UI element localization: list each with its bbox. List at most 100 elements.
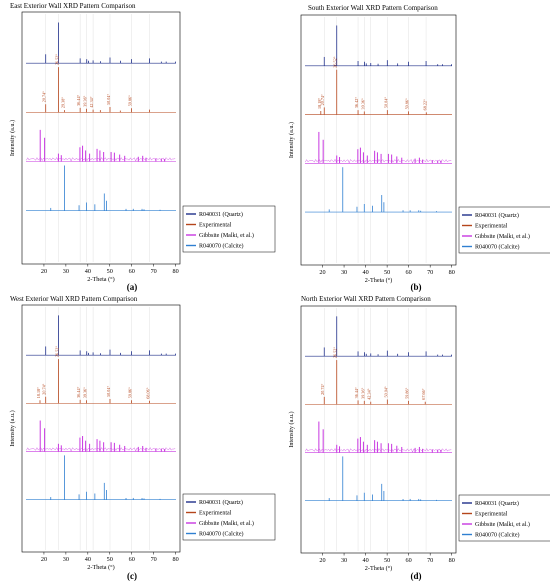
peak-annotation: 20.74° <box>320 383 325 394</box>
legend-box <box>182 205 276 253</box>
panel-label: (b) <box>411 282 422 292</box>
trace-noise <box>26 447 176 452</box>
legend-entry: R040031 (Quartz) <box>199 211 243 218</box>
plot-frame <box>21 11 181 265</box>
legend-box <box>458 494 550 542</box>
x-tick-label: 40 <box>362 557 368 564</box>
peak-annotation: 50.04° <box>383 97 388 108</box>
peak-annotation: 36.44° <box>76 94 81 105</box>
x-tick-label: 50 <box>107 268 113 275</box>
trace-noise <box>305 158 452 164</box>
peak-annotation: 59.86° <box>404 98 409 109</box>
legend-entry: R040031 (Quartz) <box>199 499 243 506</box>
peak-annotation: 68.06° <box>145 387 150 398</box>
x-tick-label: 40 <box>362 269 368 276</box>
peak-annotation: 50.04° <box>106 386 111 397</box>
y-axis-label: Intensity (a.u.) <box>288 411 295 447</box>
peak-annotation: 67.66° <box>421 388 426 399</box>
chart-title: East Exterior Wall XRD Pattern Compariso… <box>10 2 136 10</box>
plot-frame <box>21 304 181 553</box>
x-tick-label: 70 <box>427 557 433 564</box>
x-axis-label: 2-Theta (°) <box>365 277 392 284</box>
peak-annotation: 39.36° <box>360 98 365 109</box>
peak-annotation: 59.86° <box>128 387 133 398</box>
peak-annotation: 50.04° <box>106 94 111 105</box>
legend-entry: Gibbsite (Malki, et al.) <box>199 232 254 239</box>
panel-label: (c) <box>127 571 137 581</box>
x-axis-label: 2-Theta (°) <box>87 564 114 571</box>
peak-annotation: 42.34° <box>367 388 372 399</box>
legend-entry: R040070 (Calcite) <box>475 532 520 539</box>
peak-annotation: 39.36° <box>360 387 365 398</box>
y-axis-label: Intensity (a.u.) <box>288 122 295 158</box>
chart-panel: West Exterior Wall XRD Pattern Compariso… <box>9 295 276 581</box>
peak-annotation: 26.52° <box>333 347 338 358</box>
legend-entry: R040070 (Calcite) <box>475 244 520 251</box>
legend-entry: Experimental <box>199 511 232 517</box>
chart-panel: North Exterior Wall XRD Pattern Comparis… <box>288 295 550 581</box>
x-tick-label: 30 <box>341 557 347 564</box>
legend-entry: Experimental <box>475 224 508 230</box>
peak-annotation: 59.86° <box>128 95 133 106</box>
peak-annotation: 26.52° <box>54 54 59 65</box>
x-axis-label: 2-Theta (°) <box>365 565 392 572</box>
peak-annotation: 68.22° <box>422 99 427 110</box>
x-tick-label: 60 <box>129 556 135 563</box>
peak-annotation: 20.74° <box>42 91 47 102</box>
legend-entry: R040070 (Calcite) <box>199 243 244 250</box>
panel-label: (d) <box>411 571 422 581</box>
legend-entry: Gibbsite (Malki, et al.) <box>475 521 530 528</box>
chart-panel: East Exterior Wall XRD Pattern Compariso… <box>9 2 276 292</box>
plot-frame <box>300 305 457 554</box>
peak-annotation: 18.18° <box>317 98 322 109</box>
x-tick-label: 20 <box>41 268 47 275</box>
x-tick-label: 80 <box>449 269 455 276</box>
chart-title: North Exterior Wall XRD Pattern Comparis… <box>301 295 431 303</box>
x-tick-label: 80 <box>173 556 179 563</box>
trace-noise <box>305 448 452 453</box>
x-tick-label: 60 <box>406 269 412 276</box>
peak-annotation: 39.36° <box>83 387 88 398</box>
x-tick-label: 50 <box>107 556 113 563</box>
x-tick-label: 70 <box>151 556 157 563</box>
peak-annotation: 29.38° <box>61 97 66 108</box>
chart-title: South Exterior Wall XRD Pattern Comparis… <box>308 4 438 12</box>
x-tick-label: 40 <box>85 268 91 275</box>
peak-annotation: 20.74° <box>42 383 47 394</box>
x-tick-label: 30 <box>63 556 69 563</box>
legend-entry: R040031 (Quartz) <box>475 500 519 507</box>
panel-label: (a) <box>127 282 138 292</box>
legend-entry: Experimental <box>475 512 508 518</box>
peak-annotation: 59.86° <box>404 387 409 398</box>
peak-annotation: 42.34° <box>89 96 94 107</box>
x-tick-label: 20 <box>319 269 325 276</box>
peak-annotation: 20.74° <box>320 94 325 105</box>
legend-box <box>458 206 550 254</box>
legend-box <box>182 493 276 541</box>
plot-frame <box>300 14 457 266</box>
legend-entry: R040070 (Calcite) <box>199 531 244 538</box>
x-tick-label: 80 <box>173 268 179 275</box>
legend-entry: Gibbsite (Malki, et al.) <box>475 233 530 240</box>
chart-title: West Exterior Wall XRD Pattern Compariso… <box>10 295 138 303</box>
x-tick-label: 40 <box>85 556 91 563</box>
legend-entry: Gibbsite (Malki, et al.) <box>199 520 254 527</box>
x-axis-label: 2-Theta (°) <box>87 276 114 283</box>
x-tick-label: 70 <box>151 268 157 275</box>
peak-annotation: 39.36° <box>83 95 88 106</box>
peak-annotation: 26.52° <box>333 56 338 67</box>
chart-panel: South Exterior Wall XRD Pattern Comparis… <box>288 4 550 292</box>
legend-entry: R040031 (Quartz) <box>475 212 519 219</box>
x-tick-label: 50 <box>384 269 390 276</box>
x-tick-label: 60 <box>406 557 412 564</box>
peak-annotation: 36.42° <box>354 97 359 108</box>
peak-annotation: 26.52° <box>54 346 59 357</box>
x-tick-label: 30 <box>63 268 69 275</box>
y-axis-label: Intensity (a.u.) <box>9 410 16 446</box>
x-tick-label: 80 <box>449 557 455 564</box>
peak-annotation: 50.04° <box>383 386 388 397</box>
x-tick-label: 70 <box>427 269 433 276</box>
x-tick-label: 60 <box>129 268 135 275</box>
peak-annotation: 36.44° <box>354 387 359 398</box>
